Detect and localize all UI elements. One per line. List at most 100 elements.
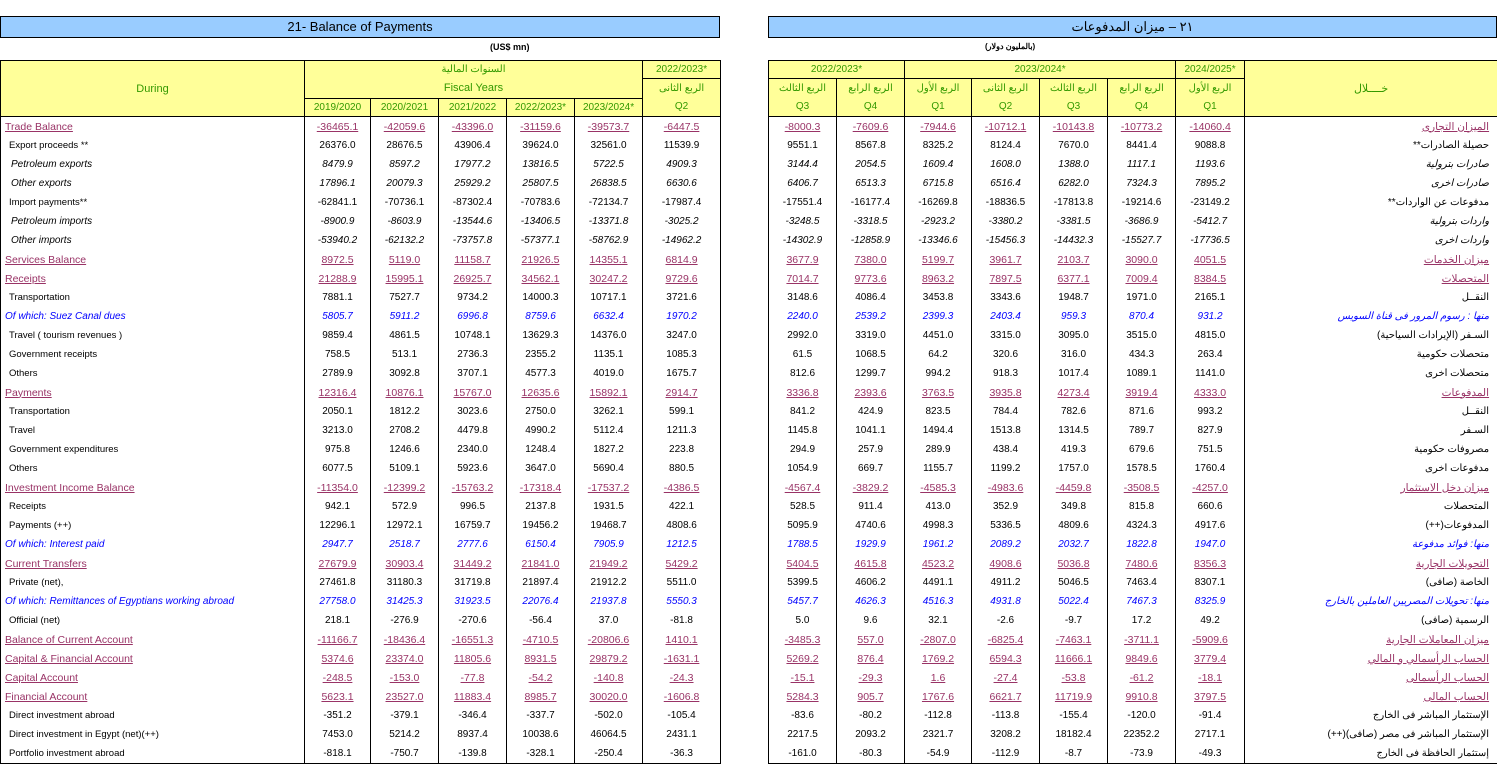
row-label-ar: واردات اخرى	[1244, 231, 1497, 250]
value-cell-text: -4710.5	[522, 633, 559, 646]
value-cell-text: -4983.6	[987, 481, 1024, 494]
value-cell: 9.6	[835, 611, 906, 630]
value-cell-text: 1117.1	[1126, 159, 1157, 170]
value-cell: 3647.0	[506, 459, 575, 478]
row-label: Direct investment in Egypt (net)(++)	[0, 725, 305, 744]
value-cell-text: -112.8	[924, 710, 952, 721]
value-cell: 4516.3	[904, 592, 973, 611]
value-cell: 3961.7	[971, 250, 1041, 269]
value-cell: 2093.2	[835, 725, 906, 744]
value-cell-text: 12296.1	[319, 520, 356, 531]
value-cell: 5722.5	[573, 155, 644, 174]
row-label: Financial Account	[0, 687, 305, 706]
during-header: During	[0, 60, 305, 117]
value-cell: 5457.7	[768, 592, 837, 611]
value-cell: 2789.9	[304, 364, 371, 383]
row-label: Others	[0, 364, 305, 383]
value-cell-text: 5404.5	[786, 557, 819, 570]
value-cell: 4333.0	[1175, 383, 1246, 402]
value-cell: -5909.6	[1175, 630, 1246, 649]
value-cell: 1961.2	[904, 535, 973, 554]
value-cell-text: 5429.2	[665, 557, 698, 570]
value-cell: 8597.2	[370, 155, 439, 174]
value-cell: 8307.1	[1175, 573, 1246, 592]
value-cell: -13371.8	[573, 212, 644, 231]
value-cell-text: 22076.4	[522, 596, 559, 607]
row-label-text: Import payments**	[9, 197, 88, 208]
row-label-ar: متحصلات حكومية	[1244, 345, 1497, 364]
value-cell-text: 1608.0	[990, 159, 1021, 170]
table-row: 3677.9 7380.0 5199.7 3961.7 2103.7 3090.0 4051…	[768, 250, 1497, 269]
value-cell: -2.6	[971, 611, 1041, 630]
value-cell-text: -80.3	[859, 748, 882, 759]
value-cell-text: -337.7	[526, 710, 555, 721]
value-cell-text: 15767.0	[453, 386, 492, 399]
value-cell-text: -53940.2	[317, 235, 358, 246]
value-cell: 2050.1	[304, 402, 371, 421]
value-cell-text: 2431.1	[666, 729, 697, 740]
row-label-ar-text: صادرات بترولية	[1425, 159, 1490, 170]
value-cell-text: 438.4	[993, 444, 1019, 455]
value-cell: -250.4	[573, 744, 644, 764]
value-cell-text: -23149.2	[1190, 197, 1230, 208]
value-cell-text: 289.9	[925, 444, 951, 455]
value-cell: 11805.6	[438, 649, 507, 668]
value-cell-text: 911.4	[858, 501, 883, 512]
value-cell: 3144.4	[768, 155, 837, 174]
value-cell-text: 1388.0	[1058, 159, 1089, 170]
value-cell: 5404.5	[768, 554, 837, 573]
value-cell-text: 2355.2	[525, 349, 556, 360]
value-cell-text: 572.9	[391, 501, 418, 512]
value-cell: 4523.2	[904, 554, 973, 573]
value-cell: 27758.0	[304, 592, 371, 611]
row-label: Export proceeds **	[0, 136, 305, 155]
value-cell: -62841.1	[304, 193, 371, 212]
value-cell: 4019.0	[573, 364, 644, 383]
table-row: -8000.3 -7609.6 -7944.6 -10712.1 -10143.8 -10…	[768, 116, 1497, 136]
value-cell-text: 6377.1	[1057, 272, 1090, 285]
table-row: Balance of Current Account -11166.7 -18436…	[0, 630, 722, 649]
value-cell-text: 28676.5	[386, 140, 423, 151]
value-cell-text: 557.0	[857, 633, 884, 646]
value-cell-text: -8.7	[1064, 748, 1083, 759]
value-cell-text: 1767.6	[921, 690, 955, 703]
value-cell-text: 25929.2	[454, 178, 491, 189]
value-cell: -1631.1	[642, 649, 722, 668]
value-cell: -4585.3	[904, 478, 973, 497]
value-cell-text: 27461.8	[319, 577, 356, 588]
value-cell: 994.2	[904, 364, 973, 383]
value-cell-text: 4491.1	[922, 577, 954, 588]
value-cell-text: 8972.5	[321, 253, 354, 266]
value-cell: -43396.0	[438, 116, 507, 136]
value-cell: 5399.5	[768, 573, 837, 592]
value-cell-text: 3453.8	[922, 292, 954, 303]
row-label-text: Others	[9, 463, 38, 474]
year-header: 2023/2024*	[904, 60, 1177, 79]
value-cell: -87302.4	[438, 193, 507, 212]
value-cell: 880.5	[642, 459, 722, 478]
value-cell-text: -73757.8	[452, 235, 493, 246]
value-cell: 5336.5	[971, 516, 1041, 535]
value-cell-text: 4479.8	[457, 425, 488, 436]
value-cell: 1578.5	[1107, 459, 1177, 478]
value-cell-text: 876.4	[857, 652, 884, 665]
value-cell: 789.7	[1107, 421, 1177, 440]
value-cell: -13406.5	[506, 212, 575, 231]
value-cell-text: 434.3	[1129, 349, 1155, 360]
value-cell-text: 2089.2	[990, 539, 1021, 550]
value-cell-text: 2340.0	[457, 444, 488, 455]
value-cell: 7380.0	[835, 250, 906, 269]
value-cell: 64.2	[904, 345, 973, 364]
value-cell: 2103.7	[1039, 250, 1109, 269]
value-cell-text: 413.0	[925, 501, 951, 512]
value-cell-text: 21897.4	[522, 577, 559, 588]
value-cell: 784.4	[971, 402, 1041, 421]
value-cell: -36.3	[642, 744, 722, 764]
row-label: Balance of Current Account	[0, 630, 305, 649]
value-cell: 5.0	[768, 611, 837, 630]
table-row: -17551.4 -16177.4 -16269.8 -18836.5 -17813.8…	[768, 193, 1497, 212]
value-cell: 349.8	[1039, 497, 1109, 516]
value-cell: 257.9	[835, 440, 906, 459]
value-cell-text: 30247.2	[589, 272, 628, 285]
value-cell-text: 7881.1	[322, 292, 353, 303]
